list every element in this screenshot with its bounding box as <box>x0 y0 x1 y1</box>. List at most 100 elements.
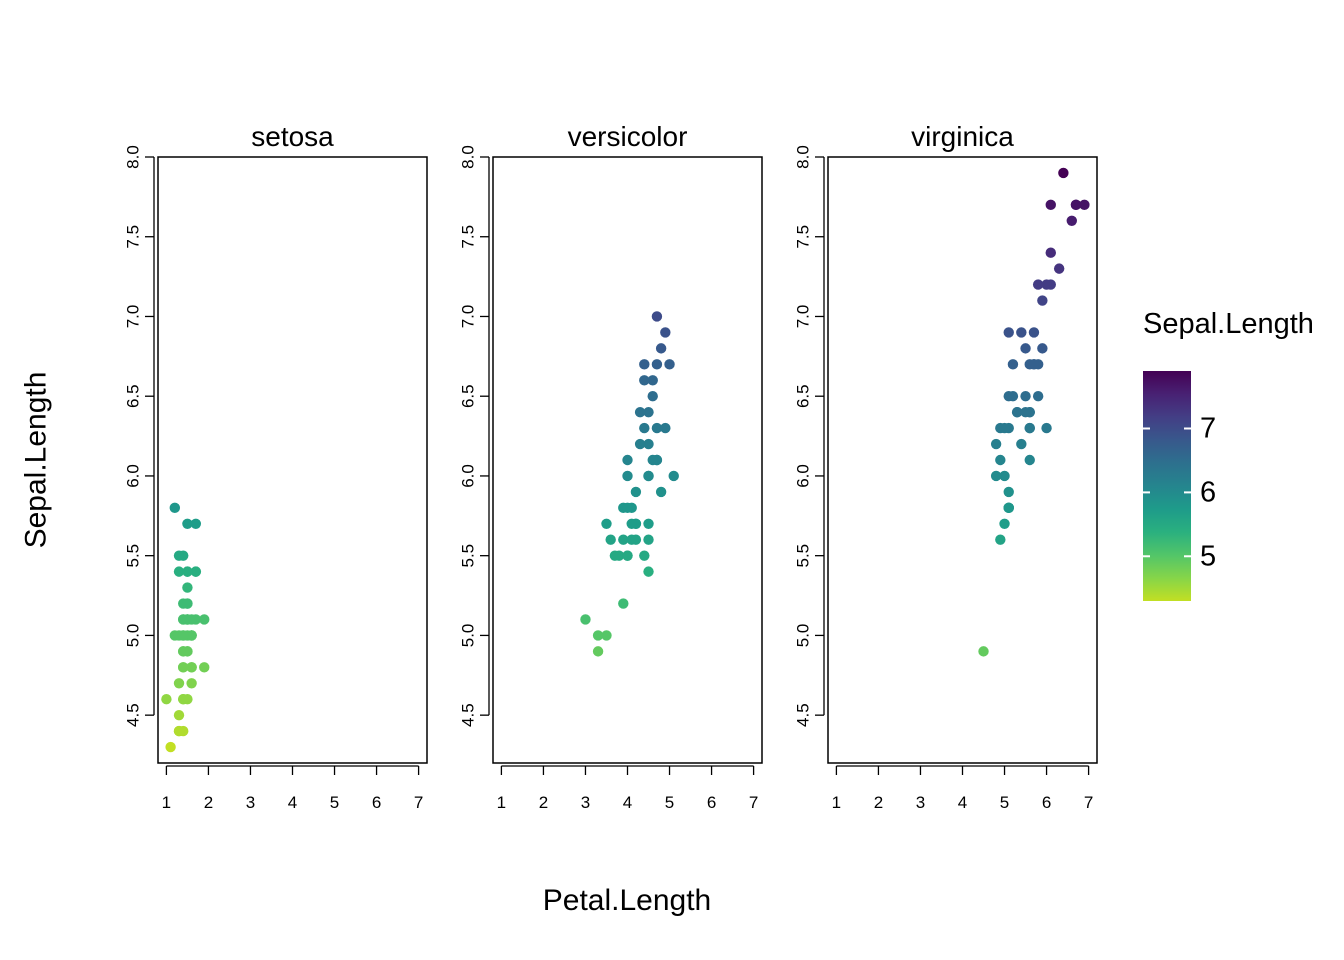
data-point <box>622 550 633 561</box>
data-point <box>1020 391 1031 402</box>
x-tick-label: 2 <box>539 793 548 812</box>
x-tick-label: 1 <box>497 793 506 812</box>
data-point <box>173 678 185 689</box>
y-tick-label: 8.0 <box>124 145 143 169</box>
y-tick-label: 4.5 <box>459 703 478 727</box>
data-point <box>1028 327 1040 338</box>
y-tick-label: 7.5 <box>794 225 813 249</box>
data-point <box>995 454 1006 466</box>
data-point <box>1003 486 1014 498</box>
x-tick-label: 2 <box>204 793 213 812</box>
y-tick-label: 5.5 <box>794 544 813 568</box>
data-point <box>182 582 193 593</box>
x-axis-title: Petal.Length <box>543 884 711 917</box>
x-tick-label: 6 <box>1042 793 1051 812</box>
panel-frame <box>157 156 428 764</box>
data-point <box>634 438 646 450</box>
data-point <box>1041 422 1052 434</box>
y-tick-label: 5.0 <box>459 624 478 648</box>
data-point <box>630 486 642 498</box>
legend-tick-label: 7 <box>1200 413 1216 445</box>
y-tick-label: 6.0 <box>459 464 478 488</box>
data-point <box>999 470 1010 482</box>
x-tick-label: 6 <box>372 793 381 812</box>
data-point <box>173 550 185 561</box>
data-point <box>664 359 675 370</box>
data-point <box>1011 406 1023 418</box>
data-point <box>639 359 650 370</box>
data-point <box>161 694 172 705</box>
x-tick-label: 4 <box>958 793 967 812</box>
x-tick-label: 4 <box>623 793 632 812</box>
data-point <box>609 550 621 561</box>
x-tick-label: 3 <box>916 793 925 812</box>
y-axis-title: Sepal.Length <box>20 372 53 549</box>
data-point <box>647 391 658 402</box>
y-tick-label: 6.0 <box>794 464 813 488</box>
x-tick-label: 7 <box>414 793 423 812</box>
data-point <box>660 422 671 434</box>
y-tick-label: 6.5 <box>459 384 478 408</box>
facet-title: versicolor <box>568 121 688 152</box>
y-tick-label: 5.5 <box>459 544 478 568</box>
data-point <box>601 630 612 641</box>
data-point <box>182 566 193 577</box>
data-point <box>1037 343 1048 354</box>
legend-title: Sepal.Length <box>1143 308 1314 340</box>
data-point <box>601 518 612 529</box>
data-point <box>190 518 202 529</box>
data-point <box>592 646 604 657</box>
data-point <box>655 343 667 354</box>
data-point <box>622 470 633 482</box>
facet-panel-setosa: setosa 1 2 3 4 5 6 7 4.5 5.0 5.5 6.0 6.5 7.0 7.5 8.0 <box>124 121 428 812</box>
y-tick-label: 7.5 <box>124 225 143 249</box>
data-point <box>1016 438 1027 450</box>
legend-tick-label: 5 <box>1200 540 1216 572</box>
data-point <box>1007 359 1019 370</box>
data-point <box>643 438 654 450</box>
data-point <box>186 614 197 625</box>
data-point <box>178 662 189 673</box>
data-point <box>173 566 185 577</box>
data-point <box>990 470 1002 482</box>
data-point <box>1037 295 1048 306</box>
facet-title: setosa <box>251 121 334 152</box>
data-point <box>165 741 176 753</box>
data-point <box>651 422 663 434</box>
data-point <box>199 662 210 673</box>
panel-frame <box>827 156 1098 764</box>
data-point <box>1058 167 1069 179</box>
data-point <box>1032 391 1044 402</box>
color-legend: Sepal.Length 5 6 7 <box>1143 308 1314 601</box>
data-point <box>1024 422 1035 434</box>
data-point <box>199 614 210 625</box>
data-point <box>643 470 654 482</box>
data-point <box>618 534 629 545</box>
y-tick-label: 7.0 <box>459 305 478 329</box>
x-tick-label: 5 <box>665 793 674 812</box>
data-point <box>639 550 650 561</box>
data-point <box>647 454 658 466</box>
x-tick-label: 6 <box>707 793 716 812</box>
x-tick-label: 3 <box>246 793 255 812</box>
data-point <box>178 694 189 705</box>
data-point <box>1003 502 1014 514</box>
data-point <box>1020 406 1031 418</box>
data-point <box>1041 279 1052 290</box>
data-point <box>178 646 189 657</box>
data-point <box>169 502 181 514</box>
data-point <box>639 422 650 434</box>
data-point <box>178 630 189 641</box>
facet-title: virginica <box>911 121 1014 152</box>
data-point <box>186 678 197 689</box>
x-tick-label: 5 <box>1000 793 1009 812</box>
y-tick-label: 4.5 <box>124 703 143 727</box>
data-point <box>1020 343 1031 354</box>
data-point <box>1028 359 1040 370</box>
data-point <box>190 566 202 577</box>
x-tick-label: 7 <box>1084 793 1093 812</box>
data-point <box>999 518 1010 529</box>
data-point <box>186 630 197 641</box>
x-tick-label: 2 <box>874 793 883 812</box>
data-point <box>651 311 663 322</box>
